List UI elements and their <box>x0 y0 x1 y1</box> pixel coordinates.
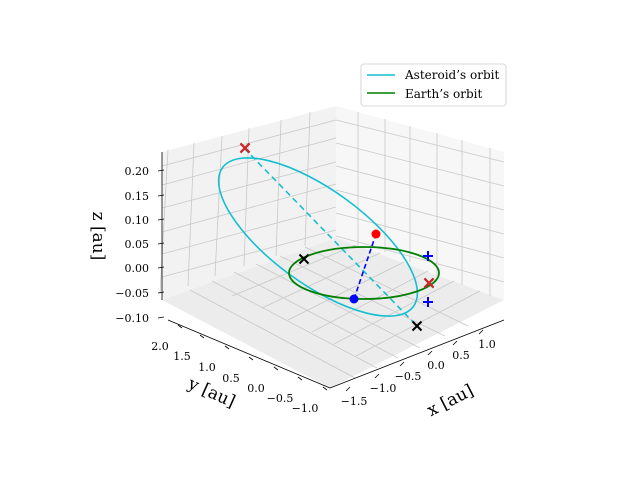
grid-line <box>335 142 505 187</box>
z-tick <box>157 266 165 269</box>
y-tick-label: −0.5 <box>267 392 294 405</box>
y-tick-label: 1.0 <box>198 361 216 374</box>
x-tick <box>374 373 380 379</box>
y-tick-label: 2.0 <box>151 340 169 353</box>
grid-line <box>279 255 446 337</box>
z-tick-label: 0.05 <box>125 238 150 251</box>
grid-line <box>189 289 356 379</box>
z-tick-label: −0.05 <box>115 287 149 300</box>
y-tick <box>224 345 230 350</box>
marker-dot <box>371 229 381 239</box>
grid-line <box>311 270 429 333</box>
grid-line <box>187 142 195 287</box>
x-tick <box>452 340 458 346</box>
grid-line <box>161 206 337 255</box>
grid-line <box>287 261 405 321</box>
x-tick <box>345 386 351 392</box>
grid-line <box>159 149 169 295</box>
x-axis-label: x [au] <box>424 381 477 421</box>
z-tick-label: 0.20 <box>125 165 150 178</box>
z-tick-label: 0.00 <box>125 262 150 275</box>
x-tick-label: −0.5 <box>395 370 422 383</box>
series-layer <box>217 147 440 327</box>
grid-line <box>161 161 337 209</box>
y-tick <box>297 376 303 381</box>
line-of-nodes <box>243 147 418 327</box>
marker-plus <box>423 251 433 261</box>
z-tick <box>157 291 165 294</box>
y-tick <box>273 366 279 371</box>
marker-x <box>298 253 310 265</box>
grid-line <box>304 111 311 247</box>
x-tick <box>427 350 433 356</box>
y-tick <box>177 324 183 329</box>
earth-orbit-line <box>288 246 440 300</box>
x-tick-label: 0.0 <box>427 359 445 372</box>
y-tick-label: 0.0 <box>247 382 265 395</box>
grid-line <box>214 135 223 277</box>
grid-line <box>304 246 469 327</box>
marker-x <box>423 277 435 289</box>
grid-line <box>211 280 378 369</box>
grid-line <box>161 229 337 278</box>
marker-plus <box>423 297 433 307</box>
y-tick-label: 0.5 <box>222 372 240 385</box>
grid-line <box>261 252 381 309</box>
grid-line <box>335 212 505 259</box>
x-tick <box>478 329 484 335</box>
z-axis-label: z [au] <box>88 212 108 261</box>
grid-line <box>231 244 357 297</box>
grid-line <box>335 189 505 235</box>
tick-marks: −1.5−1.0−0.50.00.51.0−1.0−0.50.00.51.01.… <box>115 165 495 415</box>
z-tick-label: −0.10 <box>115 312 149 325</box>
markers-layer <box>239 142 435 332</box>
grid-line <box>255 263 421 349</box>
y-tick-label: 1.5 <box>173 350 191 363</box>
pane-floor <box>162 238 504 388</box>
x-tick <box>399 361 405 367</box>
legend-label-asteroid: Asteroid’s orbit <box>404 68 499 82</box>
x-tick-label: 0.5 <box>452 349 470 362</box>
z-tick <box>157 242 165 245</box>
z-tick-label: 0.15 <box>125 190 150 203</box>
axis-panes <box>162 106 504 388</box>
x-tick-label: 1.0 <box>478 338 496 351</box>
y-tick <box>199 334 205 339</box>
asteroid-orbit-line <box>217 157 419 317</box>
legend: Asteroid’s orbit Earth’s orbit <box>360 63 507 107</box>
grid-line <box>161 137 337 186</box>
y-tick <box>248 356 254 361</box>
legend-label-earth: Earth’s orbit <box>405 87 482 101</box>
marker-x <box>239 142 251 154</box>
y-tick <box>322 386 328 391</box>
axis-lines <box>161 152 505 389</box>
x-axis-line <box>329 319 505 389</box>
grid-lines <box>159 111 505 379</box>
grid-line <box>233 271 399 359</box>
grid-line <box>335 235 505 283</box>
grid-line <box>161 183 337 233</box>
grid-line <box>355 290 481 357</box>
y-tick-label: −1.0 <box>292 402 319 415</box>
grid-line <box>335 165 505 211</box>
x-tick-label: −1.5 <box>341 395 368 408</box>
grid-line <box>335 119 505 163</box>
connector-line <box>353 233 377 300</box>
marker-x <box>411 320 423 332</box>
z-tick <box>157 194 165 197</box>
z-tick <box>157 316 165 319</box>
grid-line <box>275 119 282 257</box>
x-tick-label: −1.0 <box>370 382 397 395</box>
z-tick <box>157 169 165 172</box>
marker-dot <box>349 294 359 304</box>
legend-box <box>360 63 507 107</box>
z-tick-label: 0.10 <box>125 214 150 227</box>
z-tick <box>157 218 165 221</box>
y-axis-line <box>167 319 331 389</box>
grid-line <box>333 280 455 345</box>
